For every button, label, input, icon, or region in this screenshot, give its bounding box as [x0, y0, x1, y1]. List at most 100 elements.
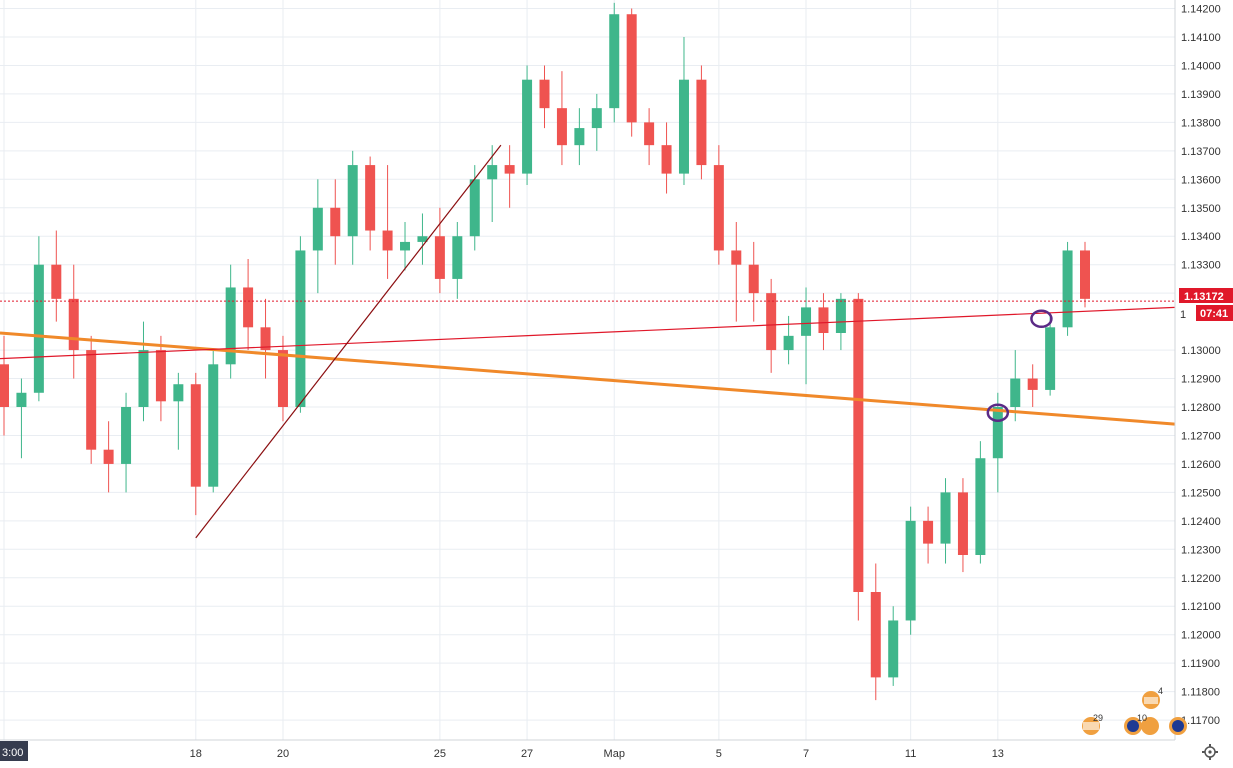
candle-body	[434, 236, 445, 279]
candle-body	[905, 520, 916, 621]
y-tick-label: 1.12600	[1181, 459, 1221, 471]
y-tick-label: 1.13500	[1181, 203, 1221, 215]
y-tick-label: 1.12100	[1181, 601, 1221, 613]
event-badge-29[interactable]: 29	[1082, 713, 1103, 735]
trendline	[0, 331, 1176, 426]
x-tick-label: Мар	[603, 748, 625, 760]
settings-gear-icon[interactable]	[1202, 744, 1218, 760]
candle-body	[853, 298, 864, 592]
candle-body	[51, 264, 62, 299]
y-tick-label: 1.12800	[1181, 402, 1221, 414]
y-tick-label: 1.11800	[1181, 687, 1220, 699]
x-tick-label: 18	[190, 748, 202, 760]
candle-body	[138, 350, 149, 407]
candle-body	[225, 287, 236, 365]
candle-body	[295, 250, 306, 407]
candle-body	[68, 298, 79, 351]
x-axis-ticks: 1318202527Мар571113	[0, 748, 1004, 760]
countdown-badge: 1 07:41	[1180, 305, 1233, 321]
candle-body	[957, 492, 968, 555]
y-tick-label: 1.13700	[1181, 146, 1221, 158]
event-badge-10-count: 10	[1137, 713, 1147, 723]
x-tick-label: 5	[716, 748, 722, 760]
y-tick-label: 1.14100	[1181, 32, 1221, 44]
y-tick-label: 1.12200	[1181, 573, 1221, 585]
candle-body	[16, 392, 27, 407]
candle-body	[678, 79, 689, 174]
y-tick-label: 1.12300	[1181, 544, 1221, 556]
candle-body	[1062, 250, 1073, 328]
trendline	[0, 306, 1176, 360]
trendline	[195, 144, 502, 539]
candle-body	[1027, 378, 1038, 390]
last-price-label: 1.13172	[1184, 291, 1224, 303]
event-badge-4[interactable]: 4	[1142, 686, 1163, 709]
crosshair-time-label-box	[0, 741, 28, 761]
x-tick-label: 25	[434, 748, 446, 760]
us-flag-icon	[1141, 717, 1159, 735]
event-badge-4-count: 4	[1158, 686, 1163, 696]
x-tick-label: 20	[277, 748, 289, 760]
candle-body	[452, 236, 463, 279]
candle-body	[86, 350, 97, 450]
candle-body	[277, 350, 288, 407]
candle-body	[923, 520, 934, 544]
candle-body	[33, 264, 44, 393]
last-price-badge: 1.13172	[1179, 288, 1233, 303]
candle-body	[487, 165, 498, 180]
candle-body	[591, 108, 602, 129]
candle-body	[731, 250, 742, 265]
candle-body	[940, 492, 951, 544]
countdown-label: 07:41	[1200, 308, 1228, 320]
time-scale[interactable]	[0, 740, 1233, 763]
candle-body	[975, 458, 986, 555]
eu-flag-badge[interactable]	[1169, 717, 1187, 735]
y-tick-label: 1.12000	[1181, 630, 1221, 642]
candle-body	[818, 307, 829, 333]
candle-body	[556, 108, 567, 146]
trendlines[interactable]	[0, 144, 1176, 539]
y-tick-label: 1.13300	[1181, 260, 1221, 272]
candle-body	[312, 207, 323, 251]
candle-body	[208, 364, 219, 487]
candle-body	[173, 384, 184, 402]
candle-body	[1045, 327, 1056, 390]
candle-body	[0, 364, 9, 407]
candle-body	[748, 264, 759, 294]
price-scale[interactable]	[1175, 0, 1233, 740]
candle-body	[121, 407, 132, 464]
x-tick-label: 27	[521, 748, 533, 760]
y-tick-label: 1.11900	[1181, 658, 1220, 670]
y-tick-label: 1.12500	[1181, 487, 1221, 499]
candle-body	[783, 335, 794, 351]
candle-body	[365, 165, 376, 231]
y-tick-label: 1.13600	[1181, 174, 1221, 186]
markers	[986, 309, 1053, 422]
candle-body	[801, 307, 812, 336]
x-tick-label: 13	[992, 748, 1004, 760]
candle-body	[644, 122, 655, 146]
crosshair-time-label: 3:00	[2, 747, 23, 759]
candle-body	[609, 14, 620, 109]
candle-body	[400, 241, 411, 251]
candle-body	[330, 207, 341, 237]
y-tick-label: 1.12400	[1181, 516, 1221, 528]
y-tick-label: 1.12900	[1181, 374, 1221, 386]
grid	[0, 0, 1175, 740]
candle-body	[1080, 250, 1090, 299]
marker-circle	[1030, 309, 1053, 329]
candle-body	[574, 128, 585, 146]
y-tick-label: 1.12700	[1181, 430, 1221, 442]
candle-body	[103, 449, 114, 464]
y-tick-label: 1.13800	[1181, 117, 1221, 129]
candle-body	[155, 350, 166, 402]
candle-body	[504, 165, 515, 174]
candle-body	[469, 179, 480, 237]
candle-body	[696, 79, 707, 166]
candle-body	[661, 145, 672, 174]
y-tick-label: 1.14200	[1181, 4, 1221, 16]
x-tick-label: 7	[803, 748, 809, 760]
event-badge-10[interactable]: 10	[1124, 713, 1159, 735]
